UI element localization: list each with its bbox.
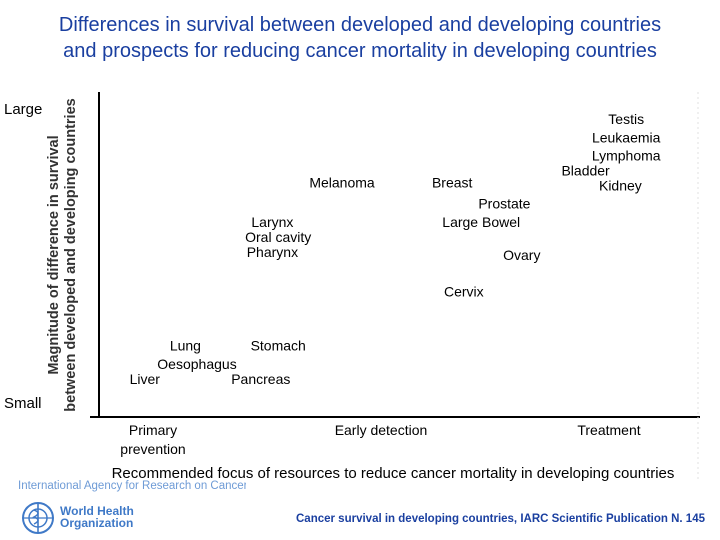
cancer-label-lung: Lung: [170, 338, 201, 354]
who-line-2: Organization: [60, 516, 134, 530]
cancer-label-pancreas: Pancreas: [231, 371, 290, 387]
x-category-primary-prevention: Primary prevention: [120, 422, 185, 457]
cancer-label-prostate: Prostate: [478, 196, 530, 212]
cancer-label-leukaemia: Leukaemia: [592, 129, 661, 145]
who-line-1: World Health: [60, 504, 134, 518]
cancer-label-breast: Breast: [432, 175, 473, 191]
page-title: Differences in survival between develope…: [0, 12, 720, 64]
cancer-label-melanoma: Melanoma: [309, 175, 375, 191]
who-wordmark: World Health Organization: [60, 505, 134, 529]
cancer-label-pharynx: Pharynx: [247, 244, 298, 260]
x-category-early-detection: Early detection: [335, 422, 428, 438]
cancer-label-cervix: Cervix: [444, 283, 484, 299]
y-high-label: Large: [4, 101, 43, 118]
x-category-treatment: Treatment: [577, 422, 640, 438]
title-line-2: and prospects for reducing cancer mortal…: [63, 40, 657, 62]
cancer-label-liver: Liver: [130, 371, 161, 387]
who-logo-icon: [22, 502, 54, 534]
citation: Cancer survival in developing countries,…: [296, 513, 705, 525]
cancer-label-oral-cavity: Oral cavity: [245, 229, 311, 245]
iarc-agency-name: International Agency for Research on Can…: [18, 480, 246, 492]
y-low-label: Small: [4, 395, 42, 412]
x-axis-label: Recommended focus of resources to reduce…: [112, 465, 675, 482]
cancer-label-lymphoma: Lymphoma: [592, 147, 661, 163]
title-line-1: Differences in survival between develope…: [58, 14, 662, 36]
cancer-label-testis: Testis: [608, 111, 644, 127]
cancer-label-kidney: Kidney: [599, 178, 642, 194]
cancer-label-larynx: Larynx: [251, 214, 293, 230]
cancer-label-large-bowel: Large Bowel: [442, 214, 520, 230]
cancer-label-stomach: Stomach: [251, 338, 306, 354]
cancer-label-bladder: Bladder: [561, 163, 610, 179]
cancer-label-oesophagus: Oesophagus: [157, 356, 236, 372]
x-category-labels: Primary prevention Early detection Treatmen…: [120, 422, 640, 457]
cancer-label-ovary: Ovary: [503, 247, 540, 263]
